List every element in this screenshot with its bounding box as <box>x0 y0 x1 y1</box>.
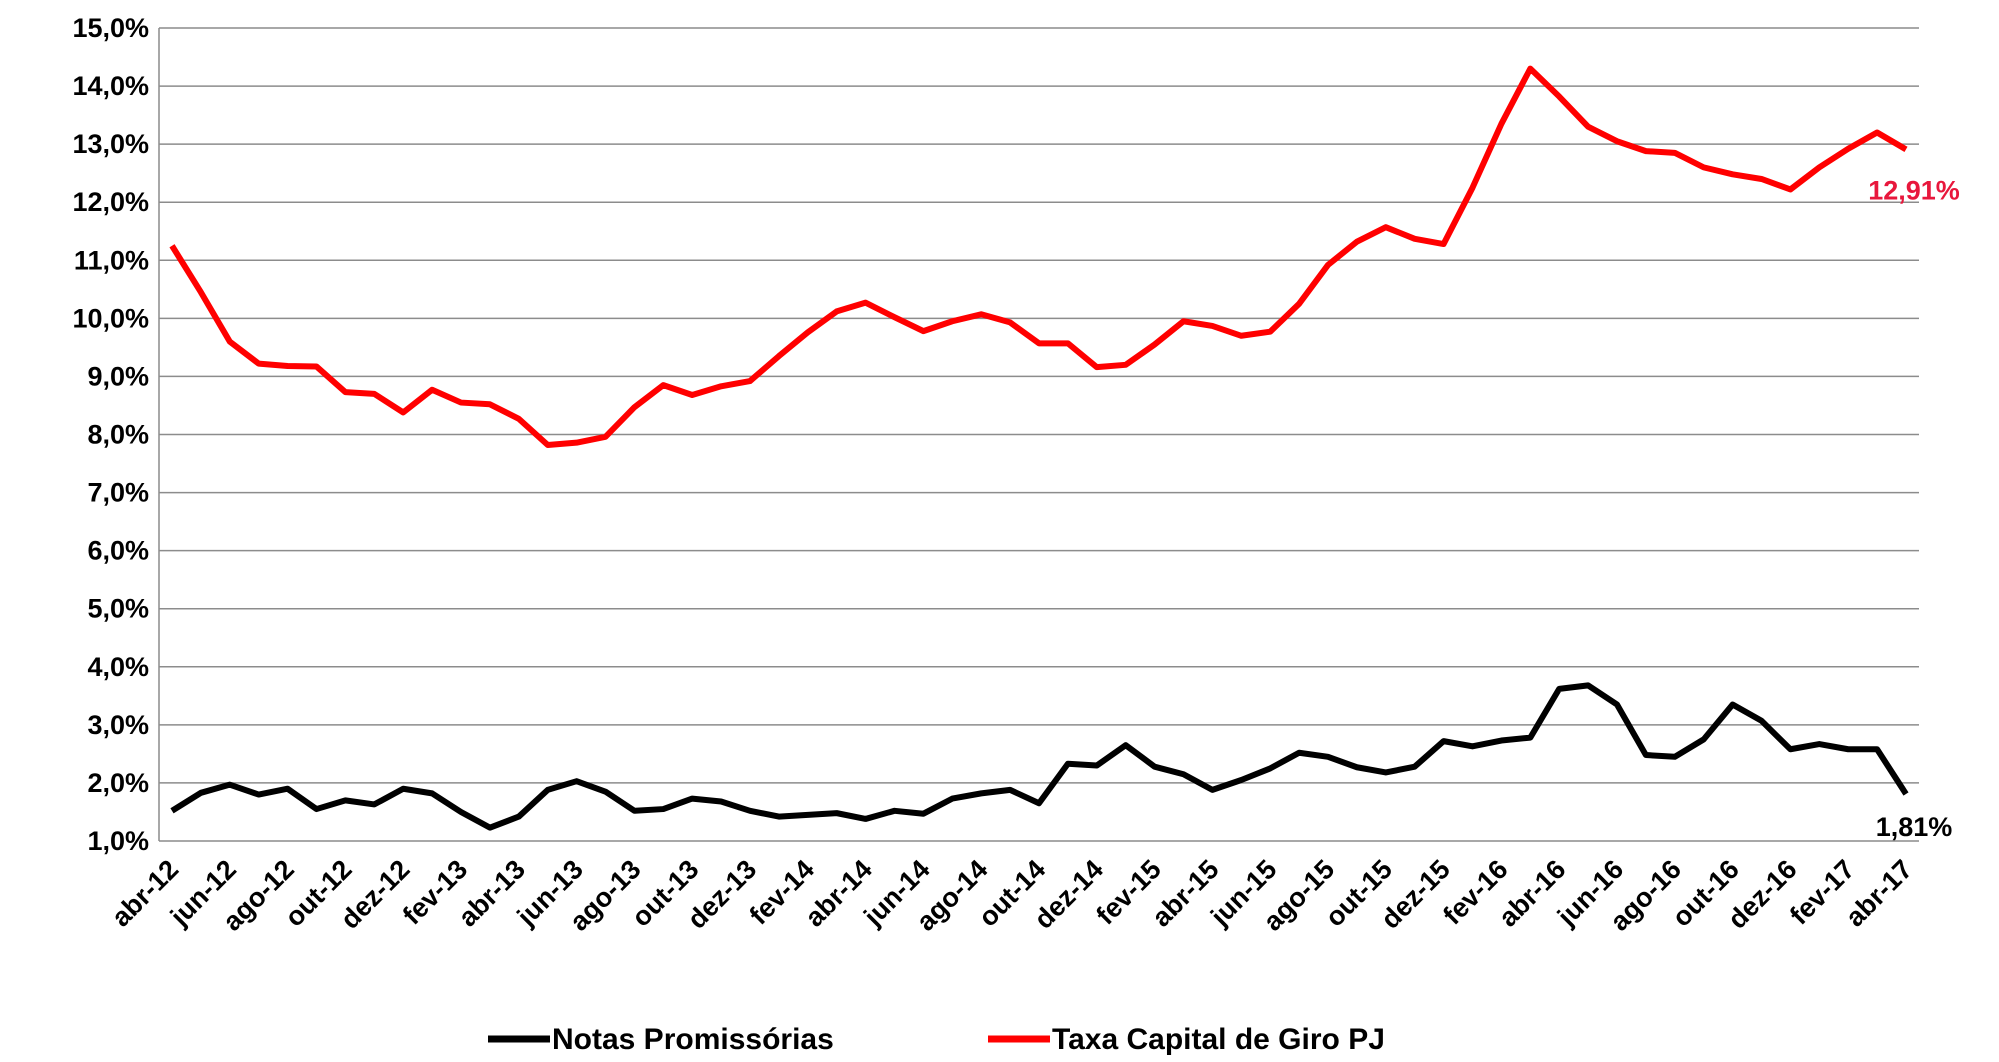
y-tick-label: 7,0% <box>87 478 149 508</box>
x-tick-label: abr-14 <box>799 854 878 933</box>
x-tick-label: abr-15 <box>1146 854 1225 933</box>
y-tick-label: 1,0% <box>87 826 149 856</box>
y-tick-label: 3,0% <box>87 710 149 740</box>
x-tick-label: abr-12 <box>106 854 185 933</box>
y-tick-label: 11,0% <box>74 245 149 275</box>
legend-label: Notas Promissórias <box>552 1023 834 1056</box>
data-label: 12,91% <box>1868 175 1960 205</box>
x-tick-label: abr-16 <box>1493 854 1572 933</box>
y-tick-label: 15,0% <box>72 13 149 43</box>
y-tick-label: 8,0% <box>87 420 149 450</box>
y-tick-label: 6,0% <box>87 536 149 566</box>
x-tick-label: abr-17 <box>1840 854 1919 933</box>
legend-label: Taxa Capital de Giro PJ <box>1052 1023 1385 1056</box>
y-tick-label: 12,0% <box>72 187 149 217</box>
data-label: 1,81% <box>1876 812 1953 842</box>
y-tick-label: 9,0% <box>87 361 149 391</box>
y-tick-label: 10,0% <box>72 303 149 333</box>
series-line <box>170 682 1909 831</box>
x-tick-label: abr-13 <box>453 854 532 933</box>
y-tick-label: 2,0% <box>87 768 149 798</box>
y-tick-label: 14,0% <box>72 71 149 101</box>
series-line <box>169 65 1908 448</box>
y-tick-label: 4,0% <box>87 652 149 682</box>
y-tick-label: 13,0% <box>72 129 149 159</box>
y-tick-label: 5,0% <box>87 594 149 624</box>
